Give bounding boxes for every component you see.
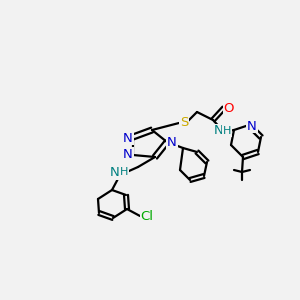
Text: H: H: [120, 167, 128, 177]
Text: N: N: [167, 136, 177, 148]
Text: N: N: [123, 131, 133, 145]
Text: N: N: [110, 167, 120, 179]
Text: N: N: [214, 124, 224, 137]
Text: N: N: [123, 148, 133, 160]
Text: O: O: [224, 101, 234, 115]
Text: N: N: [247, 119, 257, 133]
Text: H: H: [223, 126, 231, 136]
Text: S: S: [180, 116, 188, 128]
Text: Cl: Cl: [140, 209, 154, 223]
